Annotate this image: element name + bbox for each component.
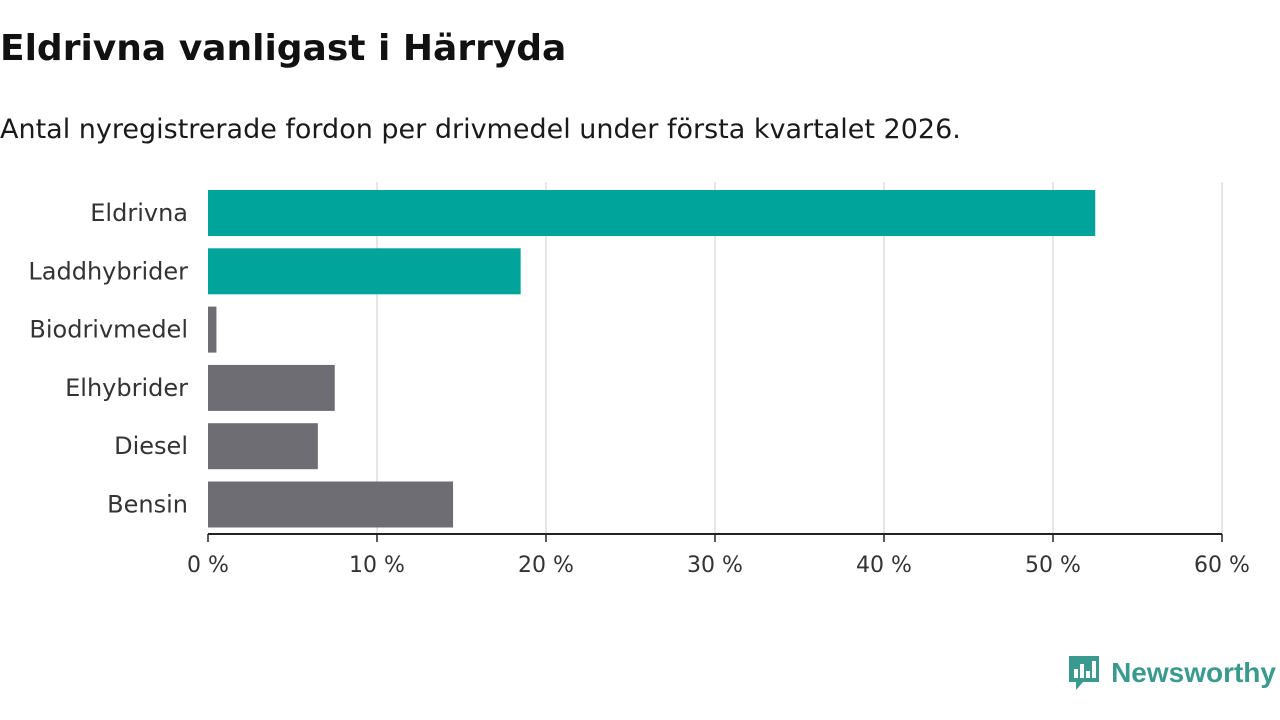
brand-logo: Newsworthy — [1067, 654, 1276, 692]
bars — [208, 190, 1096, 528]
bar-diesel — [208, 423, 318, 470]
category-label: Eldrivna — [90, 199, 188, 227]
category-labels: Eldrivna Laddhybrider Biodrivmedel Elhybrid… — [28, 199, 188, 519]
x-axis: 0 % 10 % 20 % 30 % 40 % 50 % 60 % — [187, 533, 1250, 578]
chart-title: Eldrivna vanligast i Härryda — [0, 28, 567, 69]
category-label: Laddhybrider — [28, 257, 188, 285]
bar-bensin — [208, 481, 454, 528]
x-tick-label: 50 % — [1025, 553, 1081, 578]
bar-chart: Eldrivna Laddhybrider Biodrivmedel Elhybrid… — [28, 182, 1250, 578]
bar-laddhybrider — [208, 248, 521, 295]
x-tick-label: 40 % — [856, 553, 912, 578]
x-tick-label: 60 % — [1194, 553, 1250, 578]
x-tick-label: 20 % — [518, 553, 574, 578]
category-label: Diesel — [114, 432, 188, 460]
category-label: Elhybrider — [65, 374, 188, 402]
brand-name: Newsworthy — [1111, 657, 1276, 688]
x-tick-label: 0 % — [187, 553, 229, 578]
grid-lines — [376, 182, 1223, 534]
bar-elhybrider — [208, 364, 335, 411]
category-label: Bensin — [107, 491, 188, 519]
category-label: Biodrivmedel — [29, 316, 188, 344]
x-tick-label: 30 % — [687, 553, 743, 578]
newsworthy-logo-icon — [1069, 656, 1100, 690]
bar-eldrivna — [208, 190, 1096, 236]
x-tick-label: 10 % — [349, 553, 405, 578]
bar-biodrivmedel — [208, 306, 217, 353]
chart-subtitle: Antal nyregistrerade fordon per drivmede… — [0, 114, 961, 145]
